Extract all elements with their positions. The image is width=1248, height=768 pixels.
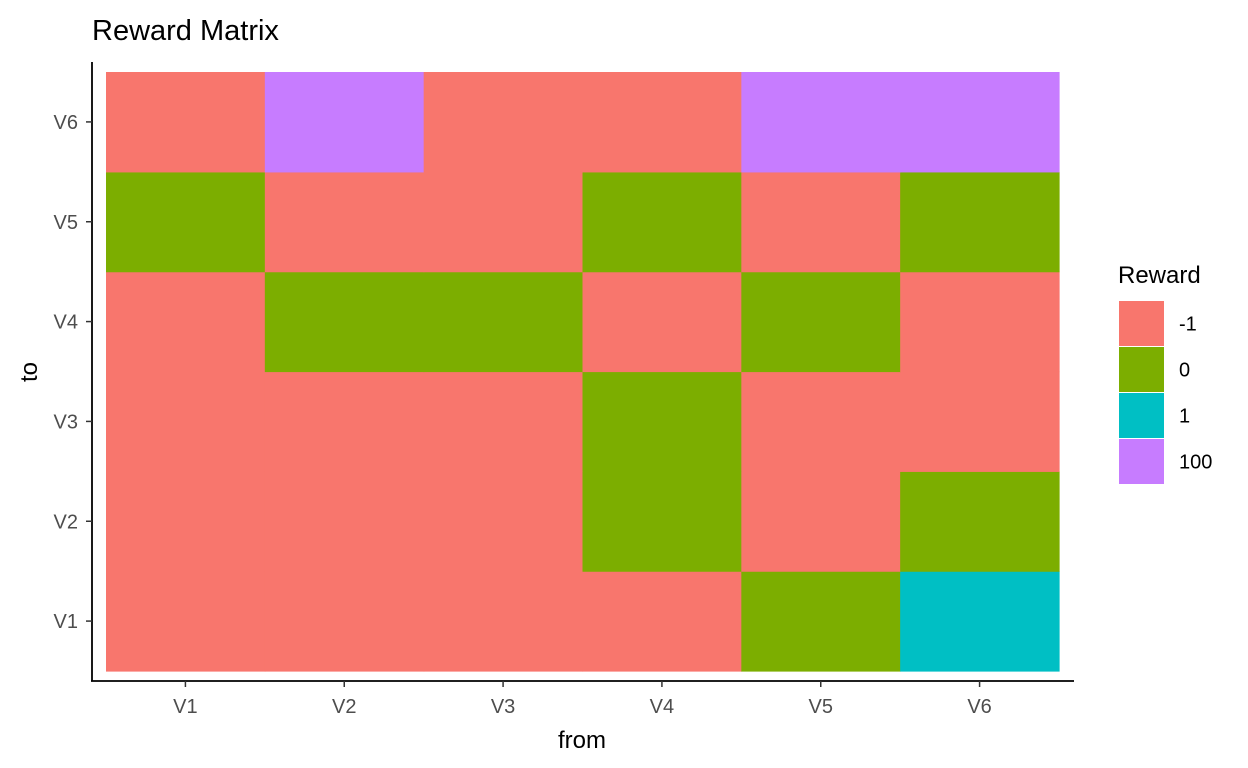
legend-key-swatch [1119,393,1164,438]
heatmap-cells [106,72,1060,672]
heatmap-cell-V6-V6 [900,72,1060,173]
x-tick-label: V3 [491,696,515,718]
heatmap-cell-V1-V1 [106,571,266,672]
y-tick-label: V2 [54,511,78,533]
y-tick-label: V3 [54,411,78,433]
heatmap-cell-V4-V4 [582,271,742,373]
heatmap-cell-V4-V3 [582,371,742,472]
heatmap-cell-V1-V3 [106,371,266,472]
heatmap-cell-V3-V3 [423,371,584,472]
legend-key-swatch [1119,347,1164,392]
x-tick-label: V5 [809,696,833,718]
legend-key-label: 100 [1179,452,1212,474]
legend-key-swatch [1119,301,1164,346]
y-tick-label: V4 [54,312,78,334]
heatmap-cell-V6-V1 [900,571,1060,672]
heatmap-cell-V2-V4 [264,271,425,373]
y-axis-ticks: V1 V2 V3 V4 V5 V6 [54,112,92,633]
legend-key-label: 0 [1179,360,1190,382]
heatmap-cell-V3-V4 [423,271,584,373]
heatmap-cell-V5-V5 [741,171,901,273]
y-tick-label: V6 [54,112,78,134]
heatmap-cell-V1-V2 [106,471,266,572]
y-tick-label: V5 [54,212,78,234]
chart-title: Reward Matrix [92,15,279,47]
heatmap-cell-V5-V2 [741,471,901,572]
heatmap-cell-V3-V5 [423,171,584,273]
heatmap-cell-V4-V2 [582,471,742,572]
heatmap-cell-V5-V4 [741,271,901,373]
heatmap-cell-V5-V1 [741,571,901,672]
heatmap-cell-V4-V6 [582,72,742,173]
heatmap-cell-V6-V4 [900,271,1060,373]
x-axis-ticks: V1 V2 V3 V4 V5 V6 [173,681,992,718]
heatmap-cell-V1-V5 [106,171,266,273]
heatmap-cell-V2-V6 [264,72,425,173]
heatmap-cell-V5-V6 [741,72,901,173]
x-tick-label: V1 [173,696,197,718]
heatmap-cell-V4-V1 [582,571,742,672]
y-axis-title: to [16,362,43,382]
x-tick-label: V6 [967,696,991,718]
heatmap-cell-V1-V4 [106,271,266,373]
heatmap-cell-V4-V5 [582,171,742,273]
x-tick-label: V4 [650,696,674,718]
x-axis-title: from [558,727,606,754]
heatmap-cell-V6-V5 [900,171,1060,273]
heatmap-cell-V3-V6 [423,72,584,173]
heatmap-cell-V2-V2 [264,471,425,572]
heatmap-cell-V3-V1 [423,571,584,672]
heatmap-cell-V1-V6 [106,72,266,173]
legend: -1 0 1 100 [1119,301,1212,484]
heatmap-cell-V2-V5 [264,171,425,273]
heatmap-cell-V6-V2 [900,471,1060,572]
heatmap-cell-V5-V3 [741,371,901,472]
heatmap-cell-V2-V3 [264,371,425,472]
heatmap-cell-V6-V3 [900,371,1060,472]
legend-key-label: 1 [1179,406,1190,428]
heatmap-cell-V2-V1 [264,571,425,672]
legend-key-label: -1 [1179,314,1197,336]
heatmap-cell-V3-V2 [423,471,584,572]
legend-title: Reward [1118,262,1201,289]
x-tick-label: V2 [332,696,356,718]
legend-key-swatch [1119,439,1164,484]
y-tick-label: V1 [54,611,78,633]
